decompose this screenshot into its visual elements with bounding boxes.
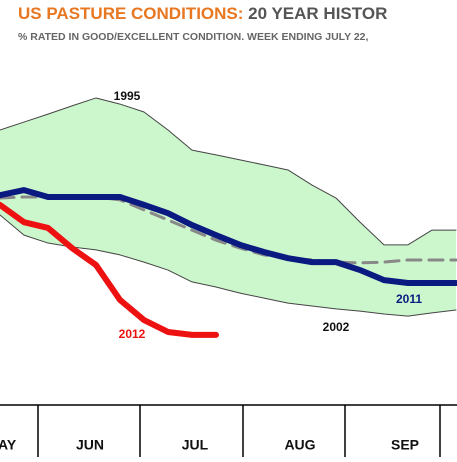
plot: 1995 2002 2011 2012 [0,89,457,341]
chart-subtitle: % RATED IN GOOD/EXCELLENT CONDITION. WEE… [18,31,369,43]
series-line [0,201,219,338]
series-label: 2012 [119,327,146,341]
month-label: AY [0,437,17,453]
month-label: JUN [76,437,104,453]
month-label: JUL [182,437,209,453]
title-rest: 20 YEAR HISTOR [243,4,387,23]
series-label: 1995 [114,89,141,103]
series-label: 2002 [323,320,350,334]
series-line [0,187,457,286]
title-main: US PASTURE CONDITIONS: [18,4,243,23]
band-edge [0,97,457,246]
series-label: 2011 [396,292,422,306]
month-label: SEP [391,437,419,453]
month-axis: AY JUN JUL AUG SEP [0,404,457,457]
chart-title: US PASTURE CONDITIONS: 20 YEAR HISTOR [18,4,387,23]
month-label: AUG [284,437,315,453]
